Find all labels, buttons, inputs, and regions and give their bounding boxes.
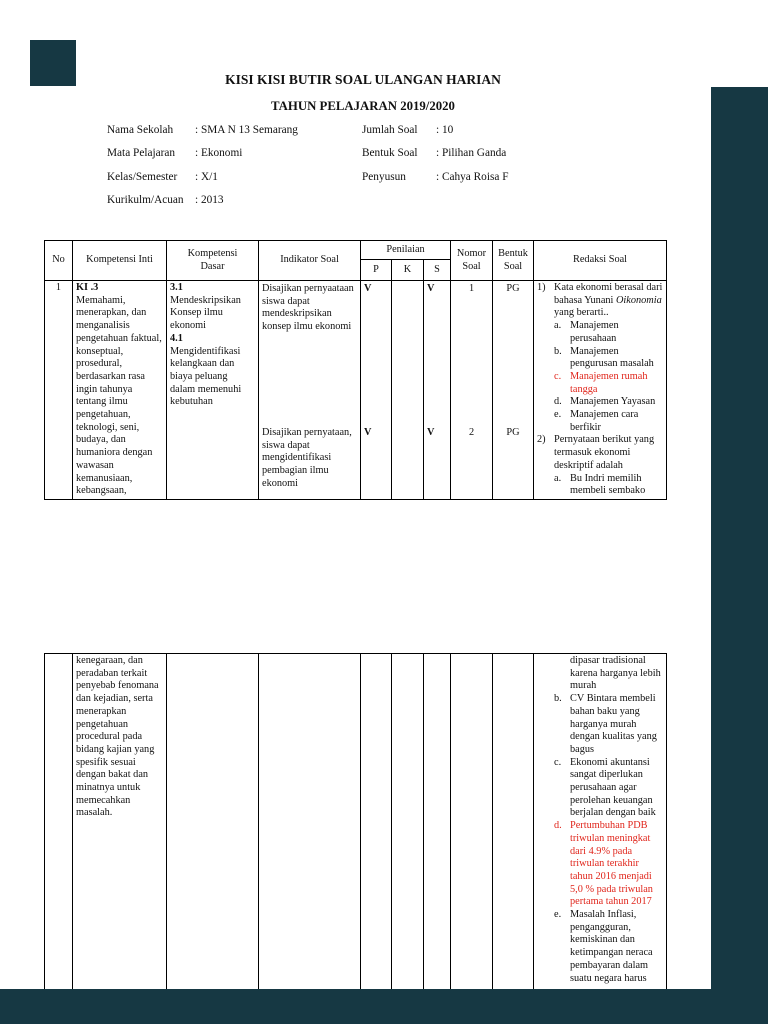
info-row-penyusun: Penyusun : Cahya Roisa F [362,171,509,183]
cell-indikator: Disajikan pernyaataan siswa dapat mendes… [258,280,361,500]
page-subtitle: TAHUN PELAJARAN 2019/2020 [271,99,455,113]
info-row-bentuk-soal: Bentuk Soal : Pilihan Ganda [362,147,506,159]
col-header-indikator: Indikator Soal [258,240,361,281]
info-label: Nama Sekolah [107,124,174,136]
s-mark-1: V [427,283,435,294]
kd-code-1: 3.1 [170,282,183,293]
bentuk-1: PG [506,283,520,294]
option-c: c. Ekonomi akuntansi sangat diperlukan pe… [554,756,656,819]
ki-code: KI .3 [76,282,99,293]
cell-kompetensi-inti: KI .3 Memahami, menerapkan, dan menganal… [72,280,167,500]
p-mark-2: V [364,427,372,438]
info-label: Jumlah Soal [362,124,418,136]
cell-penilaian-k [391,280,424,500]
col-header-no: No [44,240,73,281]
cell-bentuk-soal: PG PG [492,280,535,500]
info-label: Kurikulm/Acuan [107,194,184,206]
exam-blueprint-table: No Kompetensi Inti Kompetensi Dasar Indi… [44,240,668,500]
indikator-2: Disajikan pernyataan, siswa dapat mengid… [262,427,352,489]
page-title: KISI KISI BUTIR SOAL ULANGAN HARIAN [225,72,501,87]
kd-text-2: Mengidentifikasi kelangkaan dan biaya pe… [170,345,242,408]
info-value: : Ekonomi [195,147,243,159]
viewer-background-right [711,87,768,1024]
info-label: Kelas/Semester [107,171,178,183]
col-header-kompetensi-dasar: Kompetensi Dasar [166,240,259,281]
question-text: Kata ekonomi berasal dari bahasa Yunani … [554,282,663,319]
option-d: d. Manajemen Yayasan [554,396,656,408]
info-row-jumlah-soal: Jumlah Soal : 10 [362,124,453,136]
ki-text: Memahami, menerapkan, dan menganalisis p… [76,294,162,497]
question-italic-word: Oikonomia [615,294,662,306]
ki-text-continued: kenegaraan, dan peradaban terkait penyeb… [76,655,159,819]
col-header-kompetensi-inti: Kompetensi Inti [72,240,167,281]
bentuk-2: PG [506,427,520,438]
kd-code-2: 4.1 [170,332,183,344]
question-number: 2) [537,434,546,446]
col-header-bentuk-soal: Bentuk Soal [492,240,535,281]
option-e: e. Masalah Inflasi, pengangguran, kemiski… [554,909,653,984]
cell-bentuk-soal [492,653,534,989]
info-label: Mata Pelajaran [107,147,176,159]
question-number: 1) [537,282,546,293]
option-b: b. Manajemen pengurusan masalah [554,345,654,370]
info-value: : 2013 [195,194,224,206]
col-header-k: K [391,259,424,281]
nomor-2: 2 [468,427,475,438]
col-header-s: S [422,259,452,281]
info-value: : Cahya Roisa F [436,171,509,183]
viewer-corner-square [30,40,76,86]
indikator-1: Disajikan pernyaataan siswa dapat mendes… [262,283,354,333]
info-row-nama-sekolah: Nama Sekolah : SMA N 13 Semarang [107,124,298,136]
col-header-p: P [360,259,392,281]
kd-text-1: Mendeskripsikan Konsep ilmu ekonomi [170,294,241,332]
question-1: 1) Kata ekonomi berasal dari bahasa Yuna… [537,282,663,320]
nomor-1: 1 [468,283,475,294]
option-c-answer-key: c. Manajemen rumah tangga [554,370,648,395]
cell-penilaian-k [391,653,424,989]
cell-nomor-soal: 1 2 [450,280,494,500]
viewer-background-bottom [0,989,768,1024]
cell-no [44,653,73,989]
col-header-penilaian: Penilaian [359,240,452,260]
option-b: b. CV Bintara membeli bahan baku yang har… [554,693,657,755]
info-label: Bentuk Soal [362,147,418,159]
cell-kompetensi-inti: kenegaraan, dan peradaban terkait penyeb… [72,653,167,989]
cell-nomor-soal [450,653,493,989]
cell-redaksi-soal: 1) Kata ekonomi berasal dari bahasa Yuna… [533,280,668,500]
s-mark-2: V [427,427,435,438]
info-value: : Pilihan Ganda [436,147,507,159]
option-a-continuation: dipasar tradisional karena harganya lebi… [570,655,661,692]
info-row-kurikulum: Kurikulm/Acuan : 2013 [107,194,224,206]
cell-kompetensi-dasar [166,653,259,989]
info-label: Penyusun [362,171,406,183]
info-row-kelas-semester: Kelas/Semester : X/1 [107,171,218,183]
document-page: KISI KISI BUTIR SOAL ULANGAN HARIAN TAHU… [44,72,668,989]
p-mark-1: V [364,283,372,294]
cell-penilaian-s: V V [422,280,452,500]
col-header-redaksi-soal: Redaksi Soal [533,240,668,281]
cell-indikator [258,653,361,989]
cell-redaksi-soal: dipasar tradisional karena harganya lebi… [533,653,667,989]
option-a: a. Bu Indri memilih membeli sembako [554,472,646,497]
cell-kompetensi-dasar: 3.1 Mendeskripsikan Konsep ilmu ekonomi … [166,280,259,500]
option-e: e. Manajemen cara berfikir [554,409,639,433]
info-value: : 10 [436,124,454,136]
info-row-mata-pelajaran: Mata Pelajaran : Ekonomi [107,147,242,159]
exam-blueprint-table-continued: kenegaraan, dan peradaban terkait penyeb… [44,653,667,989]
cell-no: 1 [44,280,73,500]
cell-penilaian-p: V V [360,280,392,500]
info-value: : SMA N 13 Semarang [195,124,298,136]
option-a: a. Manajemen perusahaan [554,320,619,344]
cell-penilaian-s [423,653,451,989]
info-value: : X/1 [195,171,218,183]
cell-penilaian-p [360,653,392,989]
question-2: 2) Pernyataan berikut yang termasuk ekon… [537,434,663,472]
col-header-nomor-soal: Nomor Soal [450,240,494,281]
option-d-answer-key: d. Pertumbuhan PDB triwulan meningkat dar… [554,820,653,908]
question-text: Pernyataan berikut yang termasuk ekonomi… [554,434,655,471]
